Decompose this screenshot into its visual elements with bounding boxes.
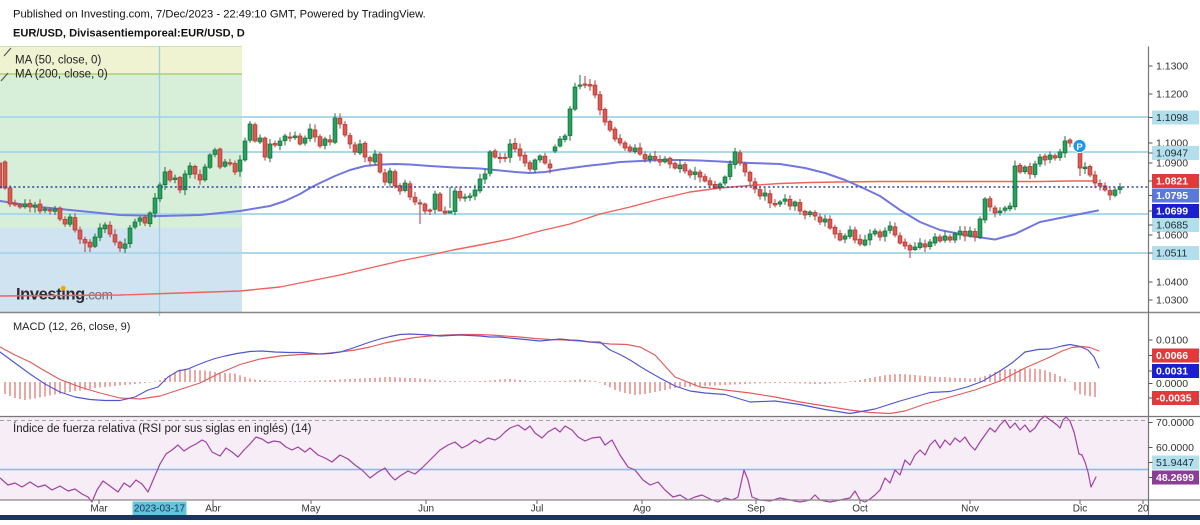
svg-text:1.0947: 1.0947	[1156, 148, 1188, 160]
svg-text:0.0031: 0.0031	[1156, 366, 1188, 378]
svg-text:Oct: Oct	[852, 504, 868, 515]
svg-text:MA (50, close, 0): MA (50, close, 0)	[15, 55, 101, 67]
svg-text:Sep: Sep	[747, 504, 765, 515]
svg-text:MACD (12, 26, close, 9): MACD (12, 26, close, 9)	[13, 321, 130, 333]
svg-text:Mar: Mar	[90, 504, 108, 515]
svg-text:0.0066: 0.0066	[1156, 350, 1188, 362]
svg-text:Published on Investing.com, 7/: Published on Investing.com, 7/Dec/2023 -…	[13, 9, 426, 21]
svg-text:1.1200: 1.1200	[1156, 89, 1188, 101]
svg-text:51.9447: 51.9447	[1156, 457, 1194, 469]
svg-text:0.0100: 0.0100	[1156, 335, 1188, 347]
svg-text:1.0400: 1.0400	[1156, 277, 1188, 289]
svg-text:1.0900: 1.0900	[1156, 158, 1188, 170]
svg-text:1.0685: 1.0685	[1156, 220, 1188, 232]
svg-text:1.0600: 1.0600	[1156, 230, 1188, 242]
svg-text:1.0699: 1.0699	[1156, 206, 1188, 218]
svg-text:0.0000: 0.0000	[1156, 378, 1188, 390]
svg-text:Jul: Jul	[531, 504, 544, 515]
svg-text:20: 20	[1137, 504, 1149, 515]
svg-text:Dic: Dic	[1073, 504, 1087, 515]
svg-text:1.0795: 1.0795	[1156, 190, 1188, 202]
svg-text:48.2699: 48.2699	[1156, 472, 1194, 484]
svg-text:1.0821: 1.0821	[1156, 176, 1188, 188]
svg-text:1.1098: 1.1098	[1156, 112, 1188, 124]
svg-text:Índice de fuerza relativa (RSI: Índice de fuerza relativa (RSI por sus s…	[13, 422, 312, 435]
svg-text:70.0000: 70.0000	[1156, 417, 1194, 429]
svg-text:1.0511: 1.0511	[1156, 248, 1187, 260]
svg-text:P: P	[1076, 142, 1083, 153]
svg-text:1.0300: 1.0300	[1156, 295, 1188, 307]
svg-text:1.1300: 1.1300	[1156, 61, 1188, 73]
svg-text:60.0000: 60.0000	[1156, 442, 1194, 454]
svg-text:-0.0035: -0.0035	[1156, 393, 1192, 405]
svg-text:MA (200, close, 0): MA (200, close, 0)	[15, 69, 108, 81]
svg-text:Nov: Nov	[961, 504, 979, 515]
svg-text:2023-03-17: 2023-03-17	[134, 504, 186, 515]
svg-text:EUR/USD, Divisasentiemporeal:E: EUR/USD, Divisasentiemporeal:EUR/USD, D	[13, 28, 245, 40]
svg-text:May: May	[302, 504, 321, 515]
svg-text:Ago: Ago	[633, 504, 651, 515]
svg-text:Jun: Jun	[418, 504, 434, 515]
svg-text:Abr: Abr	[205, 504, 221, 515]
